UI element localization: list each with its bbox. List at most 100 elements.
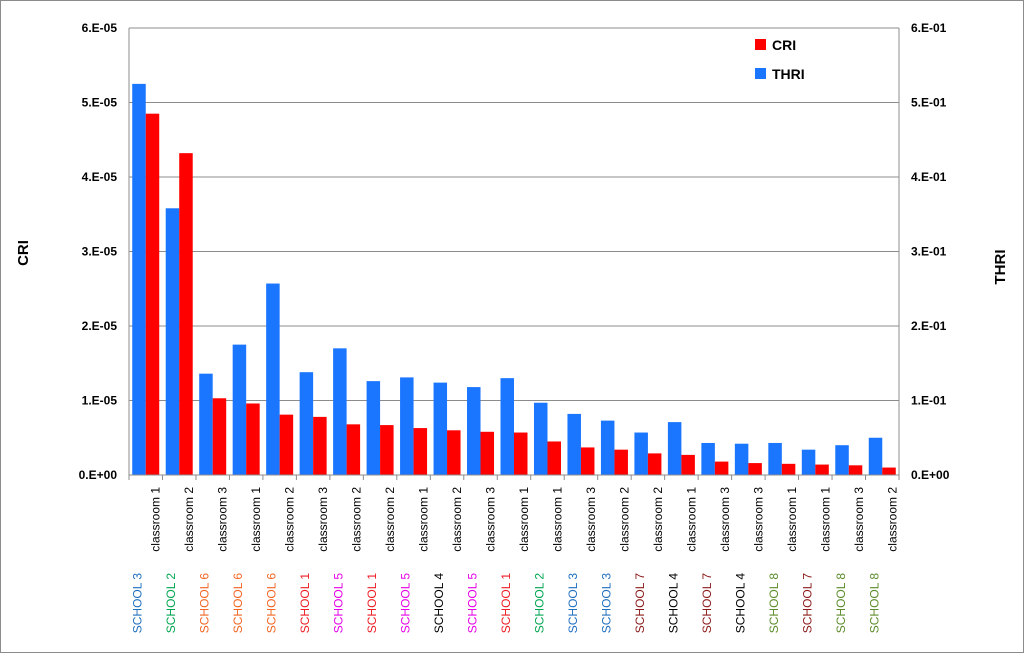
legend-label-thri: THRI [772, 66, 805, 82]
category-school-label-21: SCHOOL 8 [834, 573, 848, 634]
category-room-label-19: classroom 1 [785, 487, 799, 552]
category-room-label-11: classroom 1 [517, 487, 531, 552]
bar-thri-20 [801, 449, 816, 475]
right-axis-ticks: 0.E+00 1.E-01 2.E-01 3.E-01 4.E-01 5.E-01 6.E-… [911, 21, 950, 482]
category-room-label-1: classroom 2 [182, 487, 196, 552]
category-school-label-8: SCHOOL 5 [399, 573, 413, 634]
bar-cri-2 [212, 398, 227, 475]
bar-thri-10 [467, 387, 481, 475]
bar-cri-5 [313, 416, 327, 475]
bar-thri-15 [634, 432, 648, 475]
category-room-label-8: classroom 1 [417, 487, 431, 552]
bar-thri-13 [567, 413, 581, 475]
bar-thri-18 [734, 443, 749, 475]
y-right-tick-label-3: 3.E-01 [911, 245, 947, 259]
category-school-label-0: SCHOOL 3 [131, 573, 145, 634]
bar-thri-6 [333, 348, 347, 475]
bar-thri-1 [165, 208, 180, 476]
category-school-label-5: SCHOOL 1 [298, 573, 312, 634]
bar-thri-21 [835, 445, 849, 475]
category-room-label-17: classroom 3 [718, 487, 732, 552]
y-left-tick-label-1: 1.E-05 [82, 394, 118, 408]
category-school-label-10: SCHOOL 5 [466, 573, 480, 634]
bar-cri-15 [647, 453, 662, 475]
y-right-tick-label-4: 4.E-01 [911, 170, 947, 184]
bar-cri-16 [681, 454, 695, 475]
bar-cri-1 [179, 153, 193, 475]
category-school-label-19: SCHOOL 8 [767, 573, 781, 634]
category-school-label-20: SCHOOL 7 [800, 573, 814, 634]
category-school-label-1: SCHOOL 2 [164, 573, 178, 634]
y-right-tick-label-6: 6.E-01 [911, 21, 947, 35]
bar-cri-22 [882, 467, 896, 475]
category-room-label-21: classroom 3 [852, 487, 866, 552]
category-room-label-12: classroom 1 [550, 487, 564, 552]
bar-thri-16 [667, 422, 682, 475]
bar-cri-4 [279, 414, 294, 475]
bar-thri-4 [266, 283, 280, 475]
category-school-label-12: SCHOOL 2 [532, 573, 546, 634]
category-school-label-6: SCHOOL 5 [332, 573, 346, 634]
y-left-tick-label-0: 0.E+00 [79, 468, 118, 482]
bar-cri-20 [815, 464, 829, 475]
bar-cri-8 [413, 428, 428, 475]
y-left-tick-label-2: 2.E-05 [82, 319, 118, 333]
category-room-label-3: classroom 1 [249, 487, 263, 552]
bar-thri-22 [868, 437, 883, 475]
y-left-tick-label-4: 4.E-05 [82, 170, 118, 184]
category-room-label-5: classroom 3 [316, 487, 330, 552]
category-room-label-10: classroom 3 [484, 487, 498, 552]
category-school-label-14: SCHOOL 3 [599, 573, 613, 634]
y-axis-left-title: CRI [15, 240, 32, 266]
category-school-label-9: SCHOOL 4 [432, 573, 446, 634]
bar-thri-8 [400, 377, 414, 475]
category-school-label-4: SCHOOL 6 [265, 573, 279, 634]
category-room-label-13: classroom 3 [584, 487, 598, 552]
bar-thri-2 [199, 373, 213, 475]
bar-thri-7 [366, 381, 381, 475]
category-school-label-18: SCHOOL 4 [733, 573, 747, 634]
bar-cri-9 [447, 430, 461, 475]
bar-thri-9 [433, 382, 448, 475]
legend: CRI THRI [755, 37, 805, 82]
category-school-label-17: SCHOOL 7 [700, 573, 714, 634]
category-school-label-15: SCHOOL 7 [633, 573, 647, 634]
bars [132, 83, 896, 476]
category-room-label-9: classroom 2 [450, 487, 464, 552]
bar-thri-12 [533, 402, 548, 475]
category-room-label-15: classroom 2 [651, 487, 665, 552]
legend-label-cri: CRI [772, 37, 796, 53]
category-school-label-13: SCHOOL 3 [566, 573, 580, 634]
bar-thri-3 [232, 344, 247, 475]
bar-cri-6 [346, 424, 361, 475]
bar-cri-17 [714, 461, 729, 475]
legend-swatch-thri [755, 68, 766, 79]
bar-cri-13 [580, 447, 595, 475]
category-room-label-4: classroom 2 [283, 487, 297, 552]
category-room-label-7: classroom 2 [383, 487, 397, 552]
bar-cri-7 [380, 425, 394, 475]
y-right-tick-label-0: 0.E+00 [911, 468, 950, 482]
axes [128, 28, 900, 480]
bar-cri-12 [547, 441, 561, 475]
category-room-label-0: classroom 1 [149, 487, 163, 552]
y-left-tick-label-3: 3.E-05 [82, 245, 118, 259]
bar-thri-19 [768, 442, 782, 475]
bar-thri-14 [600, 420, 615, 475]
y-left-tick-label-6: 6.E-05 [82, 21, 118, 35]
category-labels: classroom 1 SCHOOL 3 classroom 2 SCHOOL 2 cl… [131, 487, 900, 634]
y-axis-right-title: THRI [992, 250, 1009, 285]
category-school-label-22: SCHOOL 8 [867, 573, 881, 634]
category-room-label-22: classroom 2 [885, 487, 899, 552]
y-right-tick-label-2: 2.E-01 [911, 319, 947, 333]
y-left-tick-label-5: 5.E-05 [82, 96, 118, 110]
category-school-label-2: SCHOOL 6 [198, 573, 212, 634]
category-school-label-16: SCHOOL 4 [666, 573, 680, 634]
bar-thri-0 [132, 83, 146, 475]
category-room-label-6: classroom 2 [350, 487, 364, 552]
y-right-tick-label-1: 1.E-01 [911, 394, 947, 408]
bar-cri-14 [614, 449, 628, 475]
category-school-label-3: SCHOOL 6 [231, 573, 245, 634]
bar-cri-21 [848, 465, 863, 475]
